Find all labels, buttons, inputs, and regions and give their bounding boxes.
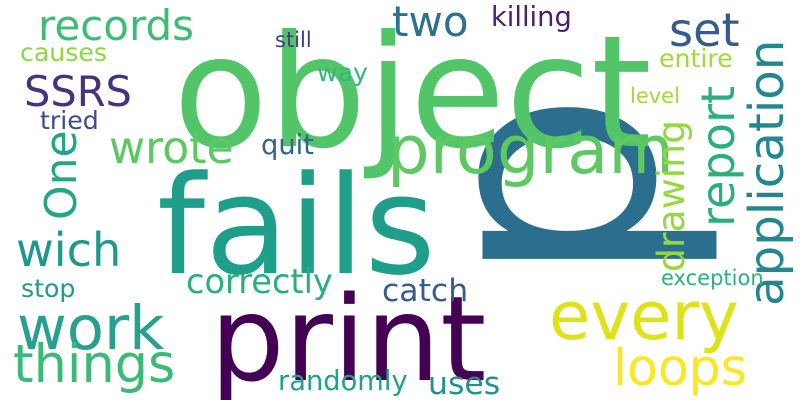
word-program: program xyxy=(387,111,674,189)
word-things: things xyxy=(13,334,176,395)
word-entire: entire xyxy=(659,44,733,73)
word-every: every xyxy=(549,277,739,355)
word-ssrs: SSRS xyxy=(24,67,132,116)
word-object: object xyxy=(173,2,652,183)
word-causes: causes xyxy=(20,38,107,67)
word-uses: uses xyxy=(428,366,501,400)
word-wich: wich xyxy=(16,223,122,277)
word-quit: quit xyxy=(261,130,314,161)
word-report: report xyxy=(691,85,745,227)
word-fails: fails xyxy=(157,147,436,306)
word-stop: stop xyxy=(21,274,76,303)
word-one: One xyxy=(36,130,87,220)
word-still: still xyxy=(275,28,312,52)
word-wrote: wrote xyxy=(109,123,234,174)
word-randomly: randomly xyxy=(278,366,408,397)
word-exception: exception xyxy=(661,266,764,290)
word-print: print xyxy=(210,271,487,400)
word-two: two xyxy=(392,0,469,46)
word-work: work xyxy=(17,293,165,364)
word-way: way xyxy=(317,58,368,87)
word-records: records xyxy=(38,1,195,50)
word-killing: killing xyxy=(491,2,572,33)
word-catch: catch xyxy=(382,273,469,309)
word-set: set xyxy=(669,3,740,57)
word-drawing: drawing xyxy=(649,119,693,272)
word-correctly: correctly xyxy=(186,262,333,301)
word-tried: tried xyxy=(40,106,99,135)
word-level: level xyxy=(630,84,680,108)
word-loops: loops xyxy=(613,338,747,397)
